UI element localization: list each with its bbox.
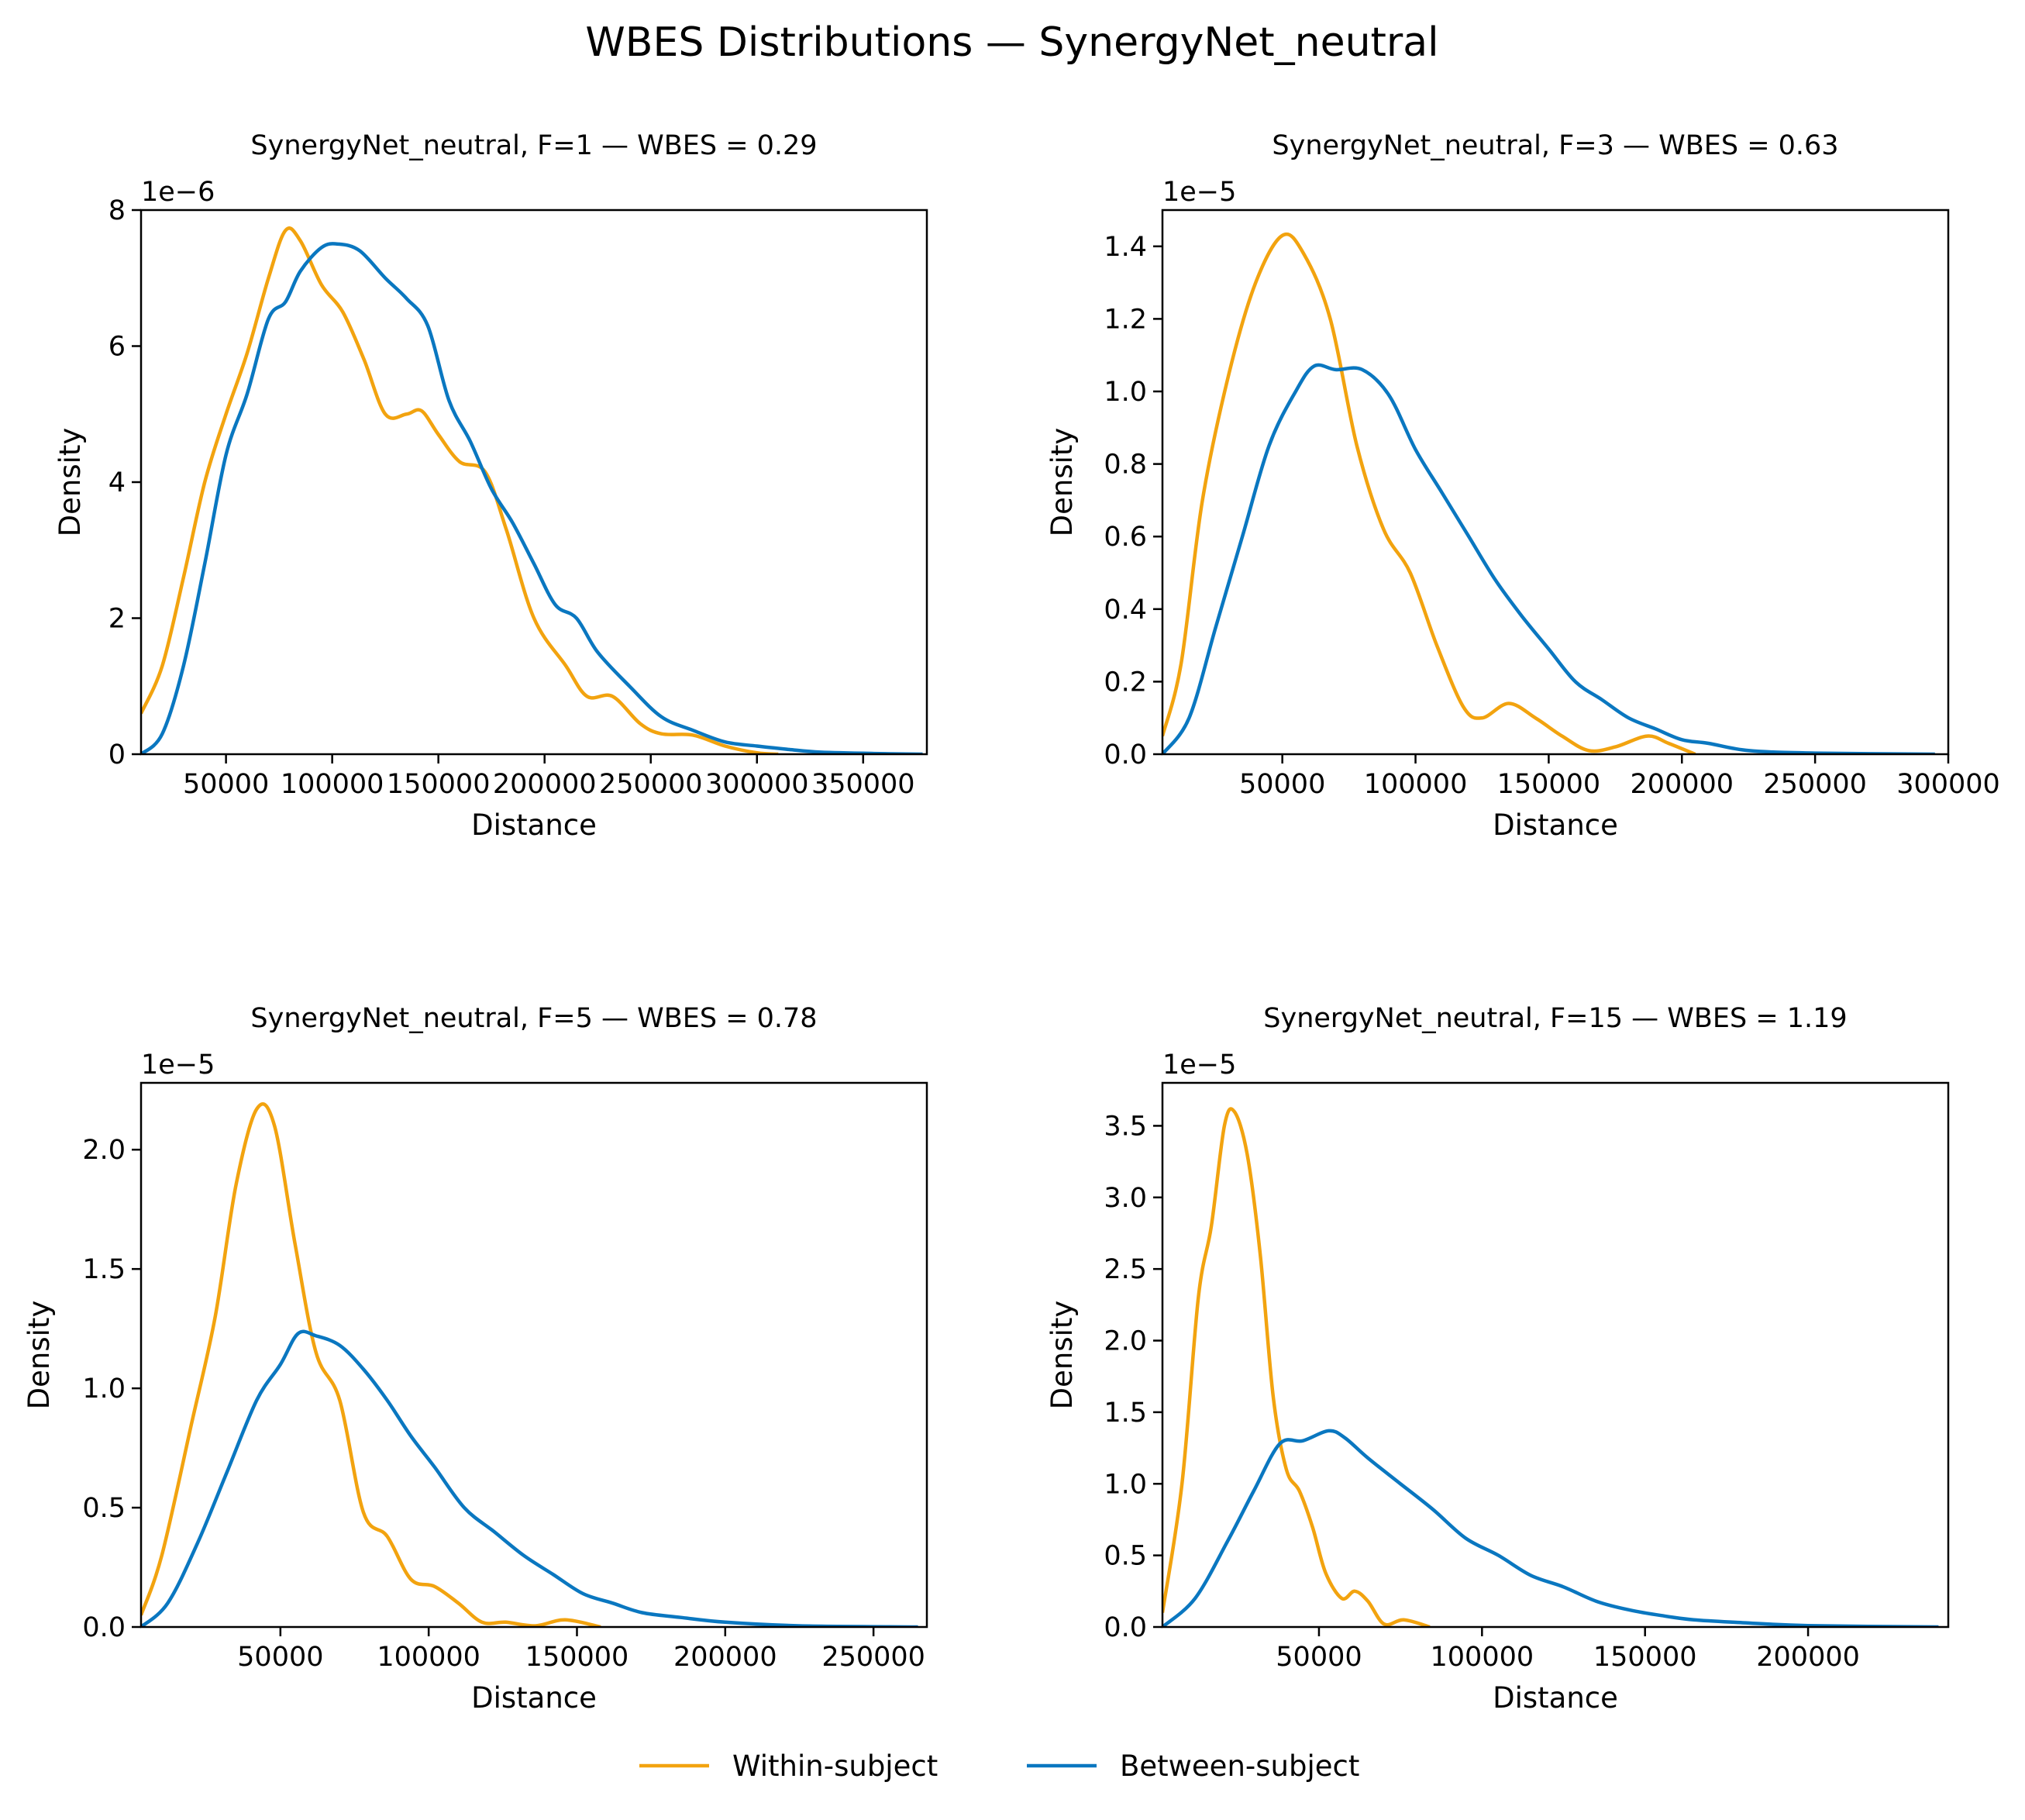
y-tick-label: 0.5 — [1104, 1541, 1147, 1572]
y-tick-label: 0.0 — [1104, 1612, 1147, 1643]
plot-frame — [1161, 1081, 1950, 1629]
y-offset-label: 1e−5 — [141, 1050, 215, 1081]
plot-frame — [1161, 209, 1950, 756]
x-axis-label: Distance — [471, 1681, 597, 1715]
y-tick-label: 0.0 — [1104, 739, 1147, 770]
x-tick-label: 50000 — [237, 1642, 323, 1673]
y-offset-label: 1e−5 — [1162, 1050, 1236, 1081]
x-tick-label: 50000 — [1276, 1642, 1362, 1673]
x-tick-label: 300000 — [705, 769, 809, 800]
series-line-between-subject — [141, 1329, 918, 1627]
x-tick-label: 150000 — [1593, 1642, 1697, 1673]
x-tick-label: 250000 — [599, 769, 703, 800]
x-tick-label: 350000 — [811, 769, 915, 800]
plot-frame — [139, 1081, 928, 1629]
x-axis-label: Distance — [1493, 1681, 1618, 1715]
y-tick-label: 1.4 — [1104, 232, 1147, 263]
y-tick-label: 0.4 — [1104, 595, 1147, 626]
y-tick-label: 0.2 — [1104, 667, 1147, 698]
x-axis-label: Distance — [471, 808, 597, 842]
series-line-within-subject — [141, 226, 779, 754]
series-line-within-subject — [1162, 1107, 1431, 1627]
y-tick-label: 2.0 — [82, 1135, 126, 1166]
y-tick-label: 0.5 — [82, 1493, 126, 1524]
x-tick-label: 200000 — [1630, 769, 1734, 800]
y-tick-label: 0.0 — [82, 1612, 126, 1643]
series-line-between-subject — [1162, 1429, 1939, 1627]
y-axis-label: Density — [53, 428, 87, 537]
y-tick-label: 4 — [108, 467, 126, 498]
y-tick-label: 1.0 — [1104, 1469, 1147, 1500]
figure-legend: Within-subject Between-subject — [639, 1749, 1359, 1783]
panel-3: SynergyNet_neutral, F=5 — WBES = 0.78 1e−… — [22, 1003, 928, 1715]
panel-title: SynergyNet_neutral, F=3 — WBES = 0.63 — [1272, 130, 1838, 161]
y-tick-label: 6 — [108, 332, 126, 363]
x-tick-label: 50000 — [183, 769, 269, 800]
x-tick-label: 250000 — [1763, 769, 1867, 800]
series-line-within-subject — [141, 1102, 601, 1627]
y-tick-label: 1.5 — [82, 1254, 126, 1285]
x-tick-label: 250000 — [821, 1642, 925, 1673]
y-tick-label: 1.2 — [1104, 304, 1147, 335]
series-line-within-subject — [1162, 233, 1696, 754]
x-tick-label: 200000 — [673, 1642, 777, 1673]
panel-title: SynergyNet_neutral, F=5 — WBES = 0.78 — [250, 1003, 817, 1034]
y-tick-label: 2.0 — [1104, 1326, 1147, 1357]
figure-title: WBES Distributions — SynergyNet_neutral — [585, 19, 1438, 66]
x-tick-label: 300000 — [1896, 769, 2000, 800]
y-axis-label: Density — [22, 1301, 56, 1410]
y-offset-label: 1e−6 — [141, 177, 215, 208]
y-tick-label: 1.0 — [1104, 377, 1147, 408]
y-tick-label: 3.5 — [1104, 1111, 1147, 1142]
x-axis-label: Distance — [1493, 808, 1618, 842]
panel-2: SynergyNet_neutral, F=3 — WBES = 0.63 1e−… — [1045, 130, 2000, 842]
x-tick-label: 150000 — [387, 769, 491, 800]
x-tick-label: 100000 — [1431, 1642, 1534, 1673]
y-tick-label: 0.8 — [1104, 450, 1147, 481]
x-tick-label: 100000 — [377, 1642, 480, 1673]
x-tick-label: 100000 — [1364, 769, 1468, 800]
y-tick-label: 0 — [108, 739, 126, 770]
y-tick-label: 8 — [108, 195, 126, 226]
x-tick-label: 200000 — [1756, 1642, 1860, 1673]
panel-title: SynergyNet_neutral, F=15 — WBES = 1.19 — [1263, 1003, 1847, 1034]
y-tick-label: 1.5 — [1104, 1398, 1147, 1429]
panel-4: SynergyNet_neutral, F=15 — WBES = 1.19 1e… — [1045, 1003, 1950, 1715]
y-tick-label: 0.6 — [1104, 522, 1147, 553]
y-tick-label: 2 — [108, 604, 126, 635]
x-tick-label: 50000 — [1239, 769, 1325, 800]
y-axis-label: Density — [1045, 428, 1079, 537]
y-tick-label: 3.0 — [1104, 1183, 1147, 1214]
x-tick-label: 150000 — [1497, 769, 1601, 800]
y-tick-label: 2.5 — [1104, 1254, 1147, 1285]
x-tick-label: 150000 — [525, 1642, 629, 1673]
legend-label: Between-subject — [1120, 1749, 1359, 1783]
x-tick-label: 100000 — [281, 769, 384, 800]
y-tick-label: 1.0 — [82, 1374, 126, 1405]
panel-1: SynergyNet_neutral, F=1 — WBES = 0.29 1e−… — [53, 130, 928, 842]
series-line-between-subject — [1162, 363, 1935, 754]
legend-label: Within-subject — [732, 1749, 938, 1783]
y-axis-label: Density — [1045, 1301, 1079, 1410]
series-line-between-subject — [141, 242, 923, 754]
plot-frame — [139, 209, 928, 756]
panel-title: SynergyNet_neutral, F=1 — WBES = 0.29 — [250, 130, 817, 161]
x-tick-label: 200000 — [493, 769, 597, 800]
y-offset-label: 1e−5 — [1162, 177, 1236, 208]
